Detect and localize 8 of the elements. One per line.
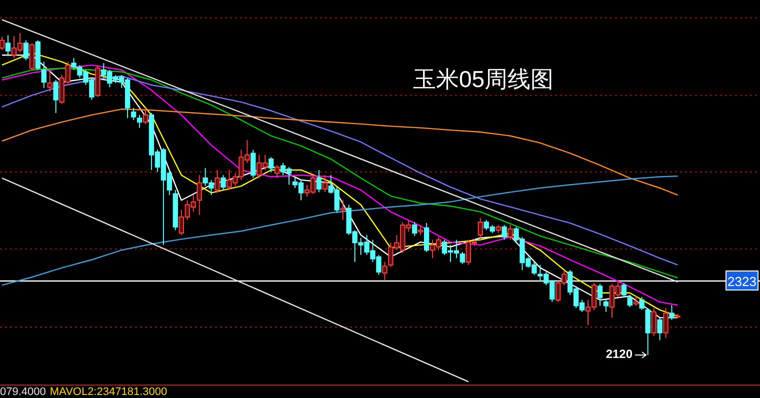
- text: 079.4000: [0, 386, 46, 398]
- text: MAVOL2:2347181.3000: [50, 386, 168, 398]
- text: 玉米05周线图: [413, 65, 554, 94]
- candlestick: [340, 200, 346, 220]
- candlestick: [41, 61, 46, 88]
- text: 2323: [728, 274, 756, 289]
- annotation: 2120: [606, 347, 633, 361]
- candlestick: [196, 174, 202, 216]
